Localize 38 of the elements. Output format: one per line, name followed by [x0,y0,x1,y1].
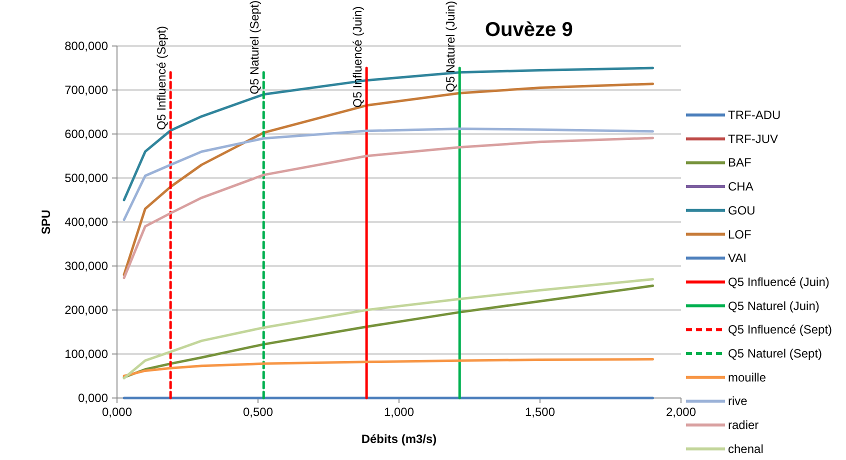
y-tick-label: 100,000 [64,347,108,361]
annotation: Q5 Naturel (Juin) [444,0,458,92]
y-tick-label: 300,000 [64,259,108,273]
x-tick-label: 0,500 [242,405,274,419]
y-tick-label: 700,000 [64,83,108,97]
legend-label: CHA [728,180,754,194]
legend-label: TRF-ADU [728,108,781,122]
annotation: Q5 Naturel (Sept) [248,0,262,94]
legend-label: Q5 Influencé (Sept) [728,322,832,337]
annotation: Q5 Influencé (Juin) [350,6,365,108]
legend-label: mouille [728,370,766,384]
y-tick-label: 400,000 [64,215,108,229]
legend-label: chenal [728,442,764,456]
x-axis-title: Débits (m3/s) [361,432,437,446]
y-tick-label: 800,000 [64,39,108,53]
legend-label: VAI [728,251,746,266]
y-tick-label: 500,000 [64,171,108,185]
y-tick-label: 0,000 [78,391,108,405]
legend-label: TRF-JUV [728,132,778,146]
y-axis-title: SPU [39,210,53,234]
legend-label: BAF [728,156,752,170]
y-tick-label: 600,000 [64,127,108,141]
legend-label: Q5 Influencé (Juin) [728,274,830,289]
line-series [122,358,654,378]
x-tick-label: 1,500 [524,405,556,419]
y-tick-label: 200,000 [64,303,108,317]
x-tick-label: 2,000 [666,405,696,419]
chart-title: Ouvèze 9 [485,19,573,41]
line-series [122,136,654,280]
legend-label: GOU [728,203,756,218]
annotation: Q5 Influencé (Sept) [154,26,169,130]
legend-label: radier [728,418,759,432]
legend-label: LOF [728,227,752,242]
legend-label: rive [728,394,748,408]
legend-label: Q5 Naturel (Sept) [728,346,822,360]
x-tick-label: 1,000 [384,405,414,419]
x-tick-label: 0,000 [102,405,132,419]
legend-label: Q5 Naturel (Juin) [728,298,820,313]
